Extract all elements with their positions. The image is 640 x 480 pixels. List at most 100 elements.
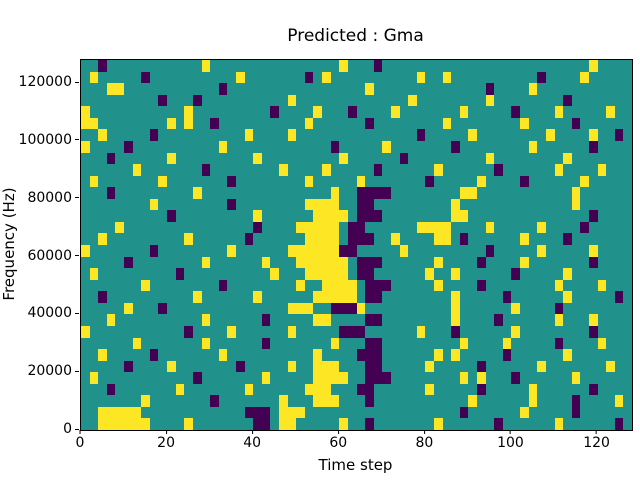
heatmap-cell (253, 406, 262, 419)
heatmap-cell (520, 140, 529, 153)
heatmap-cell (244, 279, 254, 292)
heatmap-cell (184, 210, 193, 222)
heatmap-cell (175, 325, 185, 338)
heatmap-cell (382, 210, 391, 222)
heatmap-cell (537, 117, 546, 130)
heatmap-cell (347, 198, 357, 211)
heatmap-cell (296, 198, 305, 211)
heatmap-cell (614, 210, 624, 222)
heatmap-cell (98, 140, 107, 153)
heatmap-cell (339, 383, 348, 396)
heatmap-cell (89, 129, 99, 141)
heatmap-cell (192, 117, 202, 130)
heatmap-cell (210, 233, 219, 245)
heatmap-cell (373, 233, 383, 245)
heatmap-cell (270, 221, 280, 234)
heatmap-cell (408, 418, 417, 430)
heatmap-cell (597, 164, 607, 176)
heatmap-cell (115, 106, 125, 118)
heatmap-cell (192, 71, 202, 84)
heatmap-cell (614, 117, 624, 130)
heatmap-cell (554, 140, 564, 153)
heatmap-cell (408, 94, 417, 107)
heatmap-cell (442, 349, 452, 361)
heatmap-cell (89, 279, 99, 292)
heatmap-cell (614, 83, 624, 95)
heatmap-cell (347, 279, 357, 292)
heatmap-cell (588, 383, 598, 396)
heatmap-cell (218, 406, 228, 419)
heatmap-cell (322, 337, 331, 350)
heatmap-cell (563, 83, 572, 95)
heatmap-cell (149, 291, 159, 303)
heatmap-cell (563, 210, 572, 222)
heatmap-cell (485, 325, 495, 338)
heatmap-cell (296, 71, 305, 84)
heatmap-cell (425, 117, 434, 130)
heatmap-cell (451, 187, 460, 199)
heatmap-cell (494, 187, 503, 199)
heatmap-cell (235, 71, 245, 84)
heatmap-cell (279, 140, 288, 153)
heatmap-cell (124, 372, 133, 384)
heatmap-cell (347, 164, 357, 176)
heatmap-cell (287, 83, 297, 95)
heatmap-cell (235, 279, 245, 292)
heatmap-cell (149, 395, 159, 407)
heatmap-cell (545, 152, 555, 165)
heatmap-cell (296, 60, 305, 72)
heatmap-cell (167, 256, 176, 269)
heatmap-cell (261, 256, 271, 269)
heatmap-cell (614, 302, 624, 315)
heatmap-cell (623, 418, 632, 430)
heatmap-cell (356, 372, 366, 384)
heatmap-cell (537, 233, 546, 245)
heatmap-cell (459, 268, 469, 280)
heatmap-cell (537, 256, 546, 269)
heatmap-cell (416, 245, 426, 257)
heatmap-cell (468, 418, 478, 430)
heatmap-cell (623, 129, 632, 141)
heatmap-cell (296, 221, 305, 234)
heatmap-cell (442, 279, 452, 292)
heatmap-cell (339, 291, 348, 303)
heatmap-cell (322, 210, 331, 222)
heatmap-cell (235, 187, 245, 199)
heatmap-cell (597, 233, 607, 245)
heatmap-cell (192, 256, 202, 269)
heatmap-cell (81, 164, 90, 176)
heatmap-cell (210, 175, 219, 188)
heatmap-cell (235, 129, 245, 141)
heatmap-cell (106, 233, 116, 245)
heatmap-cell (416, 152, 426, 165)
heatmap-cell (98, 164, 107, 176)
heatmap-cell (459, 291, 469, 303)
heatmap-cell (313, 325, 323, 338)
heatmap-cell (141, 71, 150, 84)
x-tick-mark (423, 430, 425, 434)
heatmap-cell (141, 210, 150, 222)
heatmap-cell (253, 233, 262, 245)
heatmap-cell (408, 210, 417, 222)
heatmap-cell (270, 198, 280, 211)
heatmap-cell (244, 302, 254, 315)
heatmap-cell (244, 383, 254, 396)
heatmap-cell (382, 106, 391, 118)
heatmap-cell (253, 302, 262, 315)
heatmap-cell (390, 372, 400, 384)
heatmap-cell (167, 406, 176, 419)
heatmap-cell (494, 129, 503, 141)
heatmap-cell (296, 210, 305, 222)
heatmap-cell (433, 60, 443, 72)
heatmap-cell (141, 129, 150, 141)
heatmap-cell (623, 245, 632, 257)
heatmap-cell (588, 314, 598, 326)
heatmap-cell (416, 302, 426, 315)
heatmap-cell (511, 360, 521, 373)
heatmap-cell (459, 60, 469, 72)
heatmap-cell (115, 268, 125, 280)
heatmap-cell (330, 140, 340, 153)
heatmap-cell (399, 395, 409, 407)
heatmap-cell (227, 337, 236, 350)
heatmap-cell (330, 406, 340, 419)
